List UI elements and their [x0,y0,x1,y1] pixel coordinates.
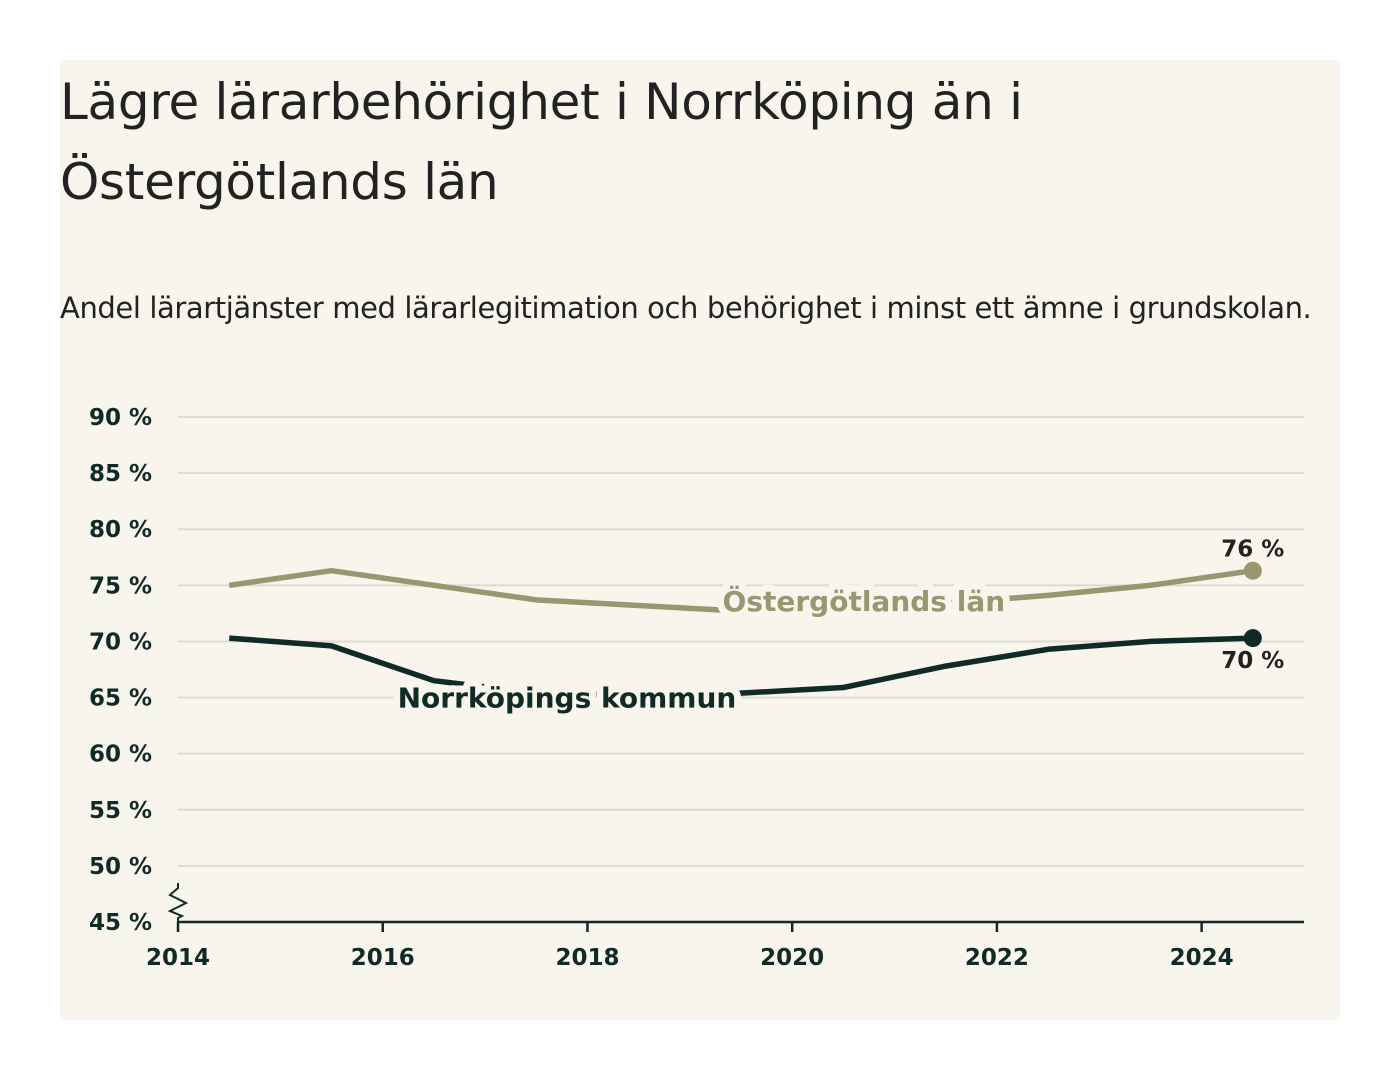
y-tick-label: 65 % [89,686,152,712]
series-end-marker-1 [1243,629,1262,648]
y-tick-label: 50 % [89,854,152,880]
chart-subtitle: Andel lärartjänster med lärarlegitimatio… [60,291,1312,325]
series-end-label-1: 70 % [1221,648,1284,674]
y-tick-label: 90 % [89,405,152,431]
y-tick-label: 80 % [89,517,152,543]
y-tick-label: 55 % [89,798,152,824]
chart-card: Lägre lärarbehörighet i Norrköping än i … [60,60,1340,1020]
series-line-1 [228,635,1253,699]
x-tick-label: 2016 [351,945,415,971]
x-tick-label: 2014 [146,945,210,971]
series-name-label-1: Norrköpings kommun [398,682,737,715]
axis-break-mark [167,883,189,922]
series-end-marker-0 [1243,561,1262,580]
y-tick-label: 70 % [89,629,152,655]
y-tick-label: 85 % [89,461,152,487]
chart-title: Lägre lärarbehörighet i Norrköping än i … [60,73,1023,211]
x-tick-label: 2024 [1170,945,1234,971]
series-name-label-0: Östergötlands län [723,584,1006,618]
y-tick-label: 60 % [89,742,152,768]
x-tick-label: 2018 [555,945,619,971]
y-tick-label: 75 % [89,573,152,599]
line-chart: 45 % 50 % 55 % 60 % 65 % 70 % 75 % 80 % 85 % 90 %… [89,405,1304,971]
series-line-0 [228,567,1254,614]
y-tick-label: 45 % [89,910,152,936]
x-tick-label: 2020 [760,945,824,971]
x-tick-label: 2022 [965,945,1029,971]
series-end-label-0: 76 % [1221,537,1284,563]
